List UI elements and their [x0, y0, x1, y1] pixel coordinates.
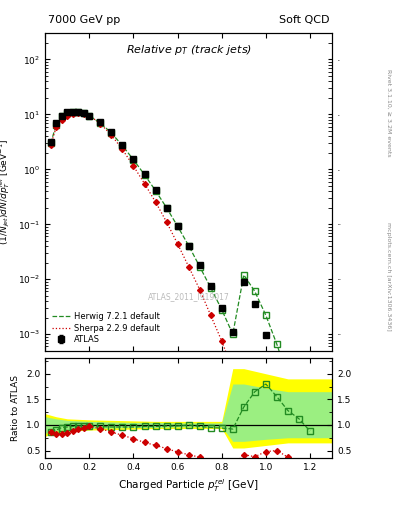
- Herwig 7.2.1 default: [59, 113, 64, 119]
- Line: Herwig 7.2.1 default: Herwig 7.2.1 default: [51, 112, 310, 444]
- Herwig 7.2.1 default: [219, 307, 224, 313]
- Sherpa 2.2.9 default: [153, 199, 158, 205]
- Herwig 7.2.1 default: [197, 264, 202, 270]
- Herwig 7.2.1 default: [186, 243, 191, 249]
- Herwig 7.2.1 default: [230, 331, 235, 337]
- Herwig 7.2.1 default: [142, 172, 147, 178]
- Text: Rivet 3.1.10, ≥ 3.2M events: Rivet 3.1.10, ≥ 3.2M events: [386, 69, 391, 157]
- Sherpa 2.2.9 default: [131, 163, 136, 169]
- Sherpa 2.2.9 default: [76, 110, 81, 116]
- Sherpa 2.2.9 default: [109, 132, 114, 138]
- Text: Soft QCD: Soft QCD: [279, 15, 329, 25]
- Text: mcplots.cern.ch [arXiv:1306.3436]: mcplots.cern.ch [arXiv:1306.3436]: [386, 222, 391, 331]
- Herwig 7.2.1 default: [48, 140, 53, 146]
- Herwig 7.2.1 default: [131, 157, 136, 163]
- Sherpa 2.2.9 default: [264, 451, 268, 457]
- Y-axis label: Ratio to ATLAS: Ratio to ATLAS: [11, 375, 20, 441]
- Sherpa 2.2.9 default: [219, 338, 224, 344]
- Text: ATLAS_2011_I919017: ATLAS_2011_I919017: [148, 292, 230, 301]
- Sherpa 2.2.9 default: [197, 286, 202, 292]
- Herwig 7.2.1 default: [241, 272, 246, 278]
- Herwig 7.2.1 default: [70, 109, 75, 115]
- Herwig 7.2.1 default: [208, 285, 213, 291]
- Herwig 7.2.1 default: [308, 441, 312, 447]
- Herwig 7.2.1 default: [98, 120, 103, 126]
- Herwig 7.2.1 default: [120, 143, 125, 149]
- Sherpa 2.2.9 default: [65, 113, 70, 119]
- Text: 7000 GeV pp: 7000 GeV pp: [48, 15, 120, 25]
- Herwig 7.2.1 default: [297, 407, 301, 413]
- Herwig 7.2.1 default: [175, 223, 180, 229]
- Herwig 7.2.1 default: [164, 205, 169, 211]
- Sherpa 2.2.9 default: [275, 486, 279, 493]
- Sherpa 2.2.9 default: [98, 120, 103, 126]
- Herwig 7.2.1 default: [264, 312, 268, 318]
- Sherpa 2.2.9 default: [142, 181, 147, 187]
- Sherpa 2.2.9 default: [164, 219, 169, 225]
- Sherpa 2.2.9 default: [120, 146, 125, 153]
- Sherpa 2.2.9 default: [252, 419, 257, 425]
- Sherpa 2.2.9 default: [208, 312, 213, 318]
- Sherpa 2.2.9 default: [54, 124, 59, 131]
- Herwig 7.2.1 default: [81, 110, 86, 116]
- Sherpa 2.2.9 default: [175, 241, 180, 247]
- Text: Relative $p_T$ (track jets): Relative $p_T$ (track jets): [126, 43, 252, 57]
- Legend: Herwig 7.2.1 default, Sherpa 2.2.9 default, ATLAS: Herwig 7.2.1 default, Sherpa 2.2.9 defau…: [50, 310, 162, 347]
- Sherpa 2.2.9 default: [87, 113, 92, 119]
- Herwig 7.2.1 default: [252, 288, 257, 294]
- Sherpa 2.2.9 default: [186, 264, 191, 270]
- Sherpa 2.2.9 default: [59, 117, 64, 123]
- Sherpa 2.2.9 default: [81, 111, 86, 117]
- Herwig 7.2.1 default: [65, 110, 70, 116]
- Sherpa 2.2.9 default: [70, 111, 75, 117]
- Sherpa 2.2.9 default: [48, 142, 53, 148]
- Y-axis label: $(1/N_{jet})dN/dp_T^{rel}$ [GeV$^{-1}$]: $(1/N_{jet})dN/dp_T^{rel}$ [GeV$^{-1}$]: [0, 139, 13, 245]
- Herwig 7.2.1 default: [76, 109, 81, 115]
- Herwig 7.2.1 default: [153, 187, 158, 194]
- Herwig 7.2.1 default: [87, 113, 92, 119]
- Line: Sherpa 2.2.9 default: Sherpa 2.2.9 default: [51, 113, 288, 512]
- Herwig 7.2.1 default: [54, 122, 59, 128]
- Herwig 7.2.1 default: [109, 130, 114, 136]
- Herwig 7.2.1 default: [275, 342, 279, 348]
- X-axis label: Charged Particle $p_T^{rel}$ [GeV]: Charged Particle $p_T^{rel}$ [GeV]: [118, 478, 259, 495]
- Sherpa 2.2.9 default: [241, 387, 246, 393]
- Herwig 7.2.1 default: [286, 375, 290, 381]
- Sherpa 2.2.9 default: [230, 367, 235, 373]
